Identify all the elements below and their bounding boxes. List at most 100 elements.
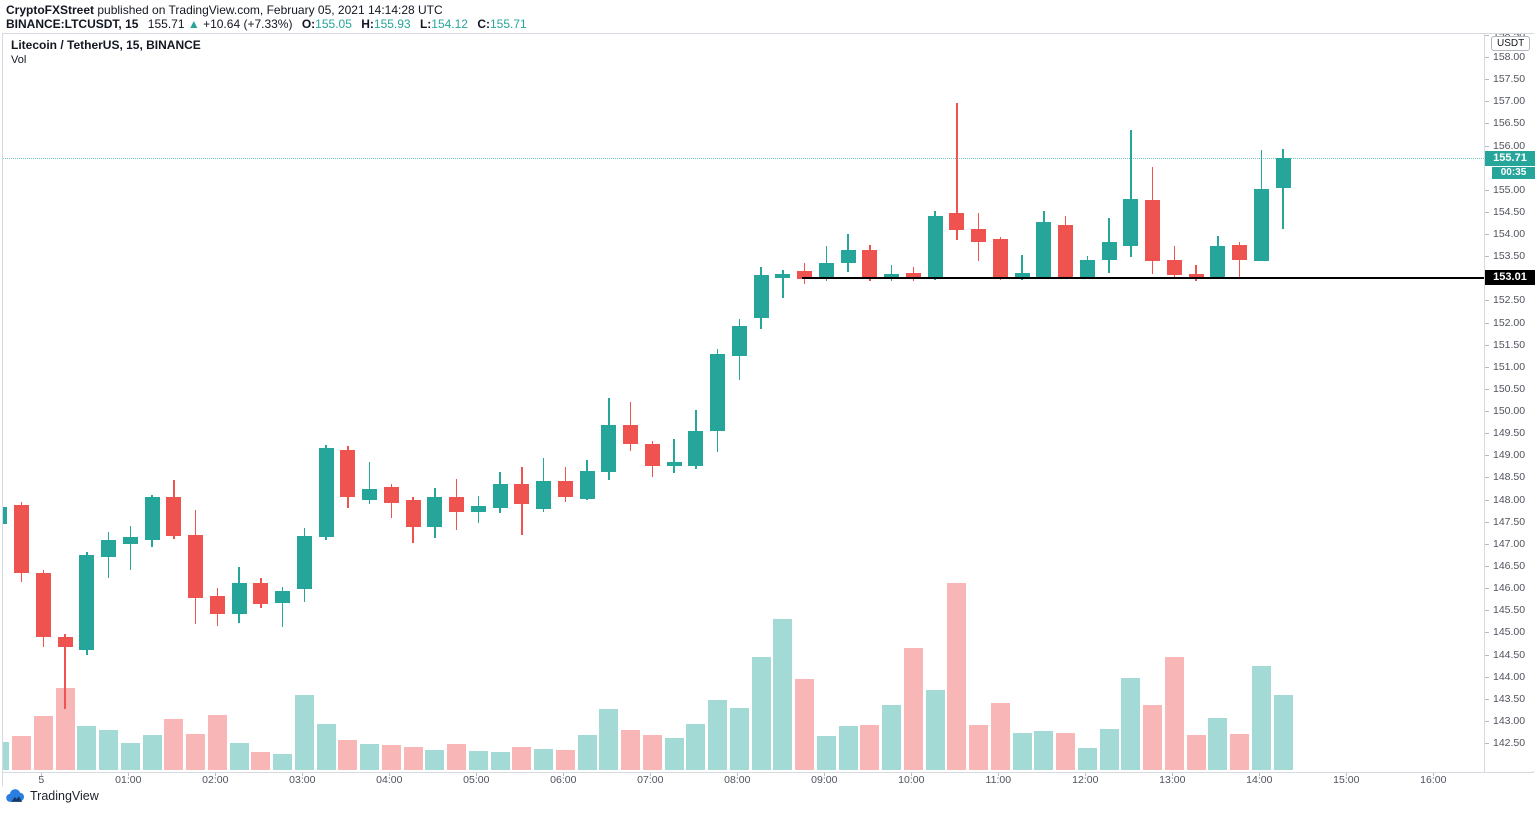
price-axis-label: 147.00: [1493, 537, 1526, 550]
volume-bar: [1251, 666, 1271, 770]
candle-body: [536, 481, 551, 510]
price-axis-tick: [1485, 477, 1489, 479]
time-axis-label: 06:00: [550, 774, 577, 786]
volume-bar: [120, 743, 140, 770]
chart-plot-area[interactable]: Litecoin / TetherUS, 15, BINANCE Vol: [3, 34, 1484, 772]
price-change: +10.64 (+7.33%): [203, 17, 293, 31]
candle-body: [797, 270, 812, 280]
candle-body: [818, 263, 834, 280]
volume-bar: [338, 740, 358, 770]
open-value: 155.05: [315, 17, 352, 31]
tradingview-attribution[interactable]: TradingView: [5, 789, 99, 803]
candle-body: [775, 273, 791, 279]
price-axis-label: 158.00: [1493, 51, 1526, 63]
price-axis-tick: [1485, 322, 1489, 324]
candle-body: [1101, 241, 1117, 260]
candle-wick: [1195, 265, 1197, 281]
volume-bar: [425, 750, 445, 770]
time-axis-label: 12:00: [1072, 774, 1099, 786]
price-axis-tick: [1485, 588, 1489, 590]
time-axis-label: 04:00: [376, 774, 403, 786]
volume-bar: [642, 735, 662, 770]
price-axis-label: 144.00: [1493, 670, 1526, 683]
candle-body: [1210, 245, 1226, 278]
volume-bar: [1164, 657, 1184, 770]
price-axis-label: 145.50: [1493, 604, 1526, 617]
volume-bar: [729, 708, 749, 770]
volume-bar: [186, 734, 205, 770]
volume-bar: [207, 715, 227, 770]
price-axis-tick: [1485, 499, 1489, 501]
candle-body: [122, 537, 138, 544]
volume-bar: [599, 709, 619, 770]
candle-body: [275, 590, 290, 604]
volume-bar: [838, 726, 858, 770]
price-axis-tick: [1485, 565, 1489, 567]
time-axis-label: 11:00: [985, 774, 1012, 786]
price-axis-label: 156.50: [1493, 117, 1526, 130]
price-axis-unit-badge: USDT: [1491, 36, 1531, 51]
price-axis-label: 150.00: [1493, 405, 1526, 418]
horizontal-level-line[interactable]: [802, 276, 1484, 280]
price-axis-label: 157.50: [1493, 73, 1526, 86]
price-axis-label: 152.50: [1493, 294, 1526, 307]
time-axis-tick: [1346, 773, 1348, 776]
price-axis-tick: [1485, 654, 1489, 656]
candle-body: [1036, 221, 1052, 277]
time-axis-label: 01:00: [115, 774, 142, 786]
candle-body: [188, 535, 203, 599]
volume-bar: [947, 583, 967, 770]
price-axis-label: 142.50: [1493, 737, 1526, 750]
price-axis-label: 156.00: [1493, 139, 1526, 152]
candle-body: [318, 448, 334, 538]
price-axis-tick: [1485, 211, 1489, 213]
price-axis[interactable]: USDT 155.71 00:35 153.01 158.50158.00157…: [1485, 34, 1535, 771]
candle-body: [753, 275, 769, 319]
candle-body: [1123, 198, 1139, 246]
published-text: published on TradingView.com, February 0…: [94, 3, 443, 17]
candle-body: [3, 507, 8, 524]
price-axis-label: 153.50: [1493, 250, 1526, 263]
price-axis-tick: [1485, 79, 1489, 81]
volume-bar: [512, 747, 532, 770]
price-axis-label: 147.50: [1493, 515, 1526, 528]
legend-volume-indicator: Vol: [11, 54, 27, 66]
volume-bar: [1208, 718, 1228, 770]
time-axis-label: 03:00: [289, 774, 316, 786]
candle-body: [557, 481, 573, 498]
candle-body: [79, 554, 95, 651]
price-axis-tick: [1485, 234, 1489, 236]
candle-body: [209, 596, 225, 614]
volume-bar: [381, 745, 401, 770]
volume-bar: [1056, 733, 1075, 770]
publisher-name: CryptoFXStreet: [6, 3, 95, 17]
candle-body: [579, 470, 595, 500]
up-arrow-icon: ▲: [187, 17, 200, 31]
candle-body: [1079, 259, 1095, 277]
price-axis-label: 145.00: [1493, 626, 1526, 639]
price-axis-tick: [1485, 632, 1489, 634]
time-axis[interactable]: 5 01:00 02:00 03:00 04:00 05:00 06:00 07:00 08:0…: [3, 773, 1534, 786]
price-axis-separator: [1484, 33, 1485, 786]
price-axis-tick: [1485, 344, 1489, 346]
candle-body: [927, 215, 943, 280]
volume-bar: [468, 751, 488, 770]
volume-bar: [969, 725, 988, 770]
candle-wick: [1021, 254, 1023, 281]
price-axis-tick: [1485, 433, 1489, 435]
candle-wick: [281, 587, 284, 627]
volume-bar: [816, 736, 836, 770]
candle-body: [992, 239, 1008, 280]
volume-bar: [751, 657, 771, 770]
volume-bar: [33, 716, 53, 770]
volume-bar: [925, 690, 945, 770]
price-axis-label: 143.00: [1493, 714, 1526, 727]
volume-bar: [903, 648, 923, 770]
candle-body: [1188, 273, 1204, 278]
price-axis-label: 154.00: [1493, 228, 1526, 241]
time-axis-tick: [737, 773, 739, 776]
candle-body: [383, 487, 399, 504]
time-axis-label: 05:00: [463, 774, 490, 786]
price-axis-label: 146.50: [1493, 559, 1526, 572]
candle-body: [688, 430, 704, 466]
